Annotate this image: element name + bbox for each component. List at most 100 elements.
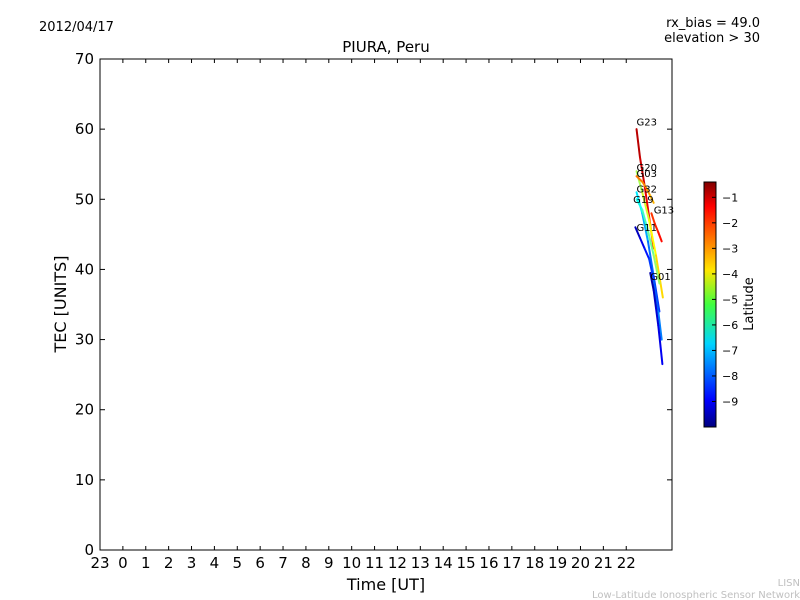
series-segment (645, 187, 652, 197)
series-segment (635, 198, 644, 211)
series-segment (654, 254, 664, 299)
x-tick-label: 21 (594, 554, 613, 572)
series-segment (650, 212, 656, 225)
series-label-g11: G11 (637, 223, 657, 234)
series-segment (657, 324, 662, 348)
colorbar-tick-label: −4 (722, 268, 738, 281)
x-tick-label: 8 (301, 554, 311, 572)
y-tick-label: 0 (84, 541, 94, 559)
series-segment (649, 271, 655, 292)
x-tick-label: 5 (233, 554, 243, 572)
series-g19 (635, 198, 661, 285)
series-segment (641, 208, 649, 232)
x-tick-label: 4 (210, 554, 220, 572)
series-segment (657, 231, 663, 243)
series-segment (635, 170, 644, 194)
x-tick-label: 12 (388, 554, 407, 572)
colorbar-tick-label: −9 (722, 395, 738, 408)
y-axis-label: TEC [UNITS] (51, 256, 70, 354)
series-label-g23: G23 (637, 118, 657, 129)
x-tick-label: 6 (255, 554, 265, 572)
colorbar-tick-label: −6 (722, 319, 738, 332)
series-segment (648, 219, 657, 257)
series-segment (641, 212, 649, 243)
series-segment (638, 156, 646, 187)
elevation-label: elevation > 30 (664, 31, 760, 46)
rx-bias-label: rx_bias = 49.0 (666, 16, 760, 31)
plot-area (99, 58, 673, 551)
series-segment (635, 128, 641, 159)
series-segment (646, 240, 655, 278)
x-tick-label: 14 (434, 554, 453, 572)
colorbar (703, 181, 717, 428)
series-segment (648, 257, 655, 281)
series-label-g03: G03 (637, 169, 657, 180)
colorbar-tick-label: −2 (722, 217, 738, 230)
x-tick-label: 11 (365, 554, 384, 572)
series-segment (652, 278, 660, 313)
tec-series (634, 128, 664, 366)
x-tick-label: 17 (502, 554, 521, 572)
series-segment (653, 222, 660, 234)
x-tick-label: 13 (411, 554, 430, 572)
series-g20 (635, 170, 664, 299)
x-tick-label: 9 (324, 554, 334, 572)
colorbar-ticks: −1 −2 −3 −4 −5 −6 −7 −8 −9 (712, 191, 738, 408)
y-tick-label: 60 (75, 120, 94, 138)
y-axis-ticks: 0 10 20 30 40 50 60 70 (75, 50, 672, 559)
x-tick-label: 10 (342, 554, 361, 572)
chart-title: PIURA, Peru (342, 38, 429, 56)
series-g01 (649, 271, 664, 366)
series-label-g32: G32 (637, 184, 657, 195)
series-segment (654, 307, 660, 327)
series-g03 (635, 175, 655, 204)
x-tick-label: 0 (118, 554, 128, 572)
x-tick-label: 20 (571, 554, 590, 572)
series-segment (638, 236, 646, 250)
x-tick-label: 16 (479, 554, 498, 572)
colorbar-tick-label: −5 (722, 293, 738, 306)
colorbar-label: Latitude (742, 277, 757, 331)
y-tick-label: 30 (75, 331, 94, 349)
series-segment (635, 175, 644, 183)
colorbar-tick-label: −1 (722, 191, 738, 204)
series-segment (643, 184, 651, 218)
x-axis-ticks: 23 0 1 2 3 4 5 6 7 8 9 10 11 12 13 14 15 16 17 18 19 20 21 22 (90, 59, 636, 572)
x-tick-label: 23 (90, 554, 109, 572)
series-segment (649, 194, 655, 204)
series-segment (643, 247, 651, 260)
date-label: 2012/04/17 (39, 20, 114, 35)
series-g13 (650, 212, 663, 243)
y-tick-label: 50 (75, 190, 94, 208)
series-label-g19: G19 (633, 195, 653, 206)
x-tick-label: 2 (164, 554, 174, 572)
series-segment (652, 254, 661, 285)
series-label-g20: G20 (637, 163, 657, 174)
series-segment (646, 229, 655, 257)
x-tick-label: 7 (278, 554, 288, 572)
series-label-g01: G01 (650, 272, 670, 283)
colorbar-tick-label: −3 (722, 242, 738, 255)
series-segment (641, 191, 651, 222)
x-axis-label: Time [UT] (346, 575, 425, 594)
x-tick-label: 19 (548, 554, 567, 572)
y-tick-label: 10 (75, 471, 94, 489)
y-tick-label: 20 (75, 401, 94, 419)
colorbar-tick-label: −7 (722, 344, 738, 357)
x-tick-label: 3 (187, 554, 197, 572)
x-tick-label: 22 (617, 554, 636, 572)
colorbar-tick-label: −8 (722, 370, 738, 383)
series-segment (652, 289, 657, 310)
y-tick-label: 70 (75, 50, 94, 68)
x-tick-label: 1 (141, 554, 151, 572)
x-tick-label: 18 (525, 554, 544, 572)
footer-lisn: LISN (778, 578, 800, 589)
series-segment (641, 180, 648, 190)
series-label-g13: G13 (654, 205, 674, 216)
series-segment (634, 226, 641, 239)
footer-network: Low-Latitude Ionospheric Sensor Network (592, 590, 800, 600)
y-tick-label: 40 (75, 260, 94, 278)
series-g11 (634, 226, 663, 341)
